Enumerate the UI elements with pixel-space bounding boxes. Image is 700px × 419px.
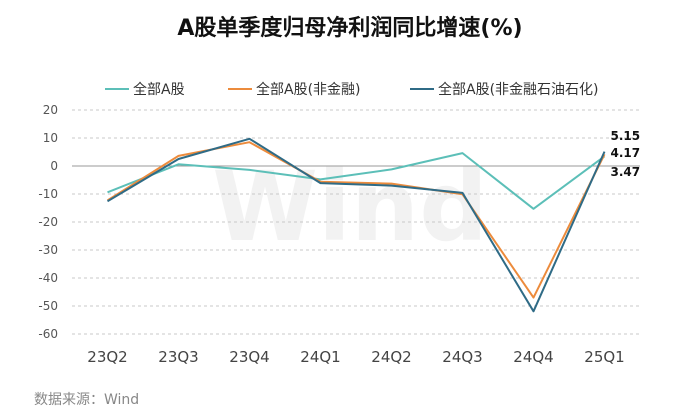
legend-label-1: 全部A股 xyxy=(133,81,185,98)
series-line-3 xyxy=(106,137,606,313)
y-tick-label: -40 xyxy=(38,271,58,285)
x-tick-label: 24Q3 xyxy=(442,348,482,366)
x-tick-label: 23Q4 xyxy=(229,348,269,366)
watermark-text: Wind xyxy=(212,151,488,263)
x-tick-label: 23Q2 xyxy=(87,348,127,366)
y-tick-label: -20 xyxy=(38,215,58,229)
x-tick-label: 24Q1 xyxy=(300,348,340,366)
x-tick-label: 25Q1 xyxy=(584,348,624,366)
series-line-1 xyxy=(107,152,606,210)
legend-label-2: 全部A股(非金融) xyxy=(256,81,361,98)
end-data-label: 5.15 xyxy=(611,129,641,143)
y-tick-label: 10 xyxy=(43,131,58,145)
y-tick-label: -30 xyxy=(38,243,58,257)
series-line-2 xyxy=(106,141,606,299)
chart-title: A股单季度归母净利润同比增速(%) xyxy=(177,16,523,41)
y-tick-label: -60 xyxy=(38,327,58,341)
end-data-label: 3.47 xyxy=(611,165,641,179)
x-tick-label: 24Q4 xyxy=(513,348,553,366)
y-tick-label: -50 xyxy=(38,299,58,313)
source-note: 数据来源：Wind xyxy=(34,392,140,408)
x-tick-label: 23Q3 xyxy=(158,348,198,366)
y-tick-label: 0 xyxy=(50,159,58,173)
x-tick-label: 24Q2 xyxy=(371,348,411,366)
y-tick-label: 20 xyxy=(43,103,58,117)
legend-label-3: 全部A股(非金融石油石化) xyxy=(438,81,599,98)
y-tick-label: -10 xyxy=(38,187,58,201)
end-data-label: 4.17 xyxy=(611,146,641,160)
